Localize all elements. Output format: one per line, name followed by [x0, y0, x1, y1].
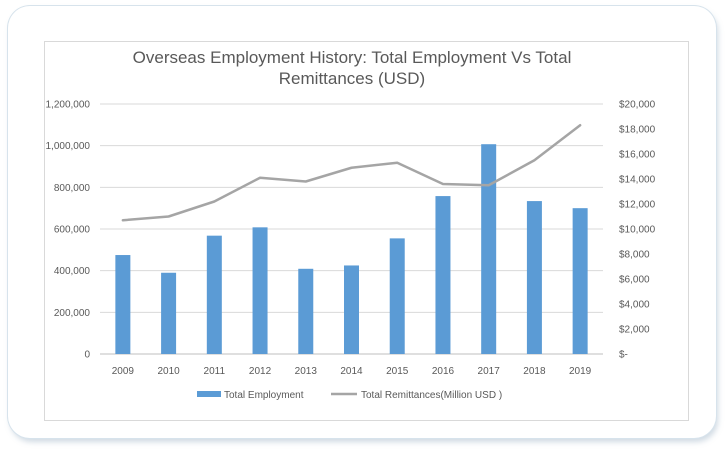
- line-total-remittances: [121, 124, 582, 222]
- legend-label-total-remittances: Total Remittances(Million USD ): [361, 390, 502, 401]
- left-axis-tick-label: 200,000: [54, 308, 91, 319]
- bar-total-employment: [572, 208, 588, 354]
- x-axis-tick-label: 2015: [386, 366, 409, 377]
- bar-total-employment: [206, 235, 222, 354]
- right-axis-tick-label: $-: [619, 350, 628, 361]
- legend: Total Employment Total Remittances(Milli…: [197, 390, 502, 401]
- legend-swatch-total-employment: [197, 391, 221, 397]
- bar-total-employment: [344, 265, 359, 354]
- bar-total-employment: [115, 255, 131, 354]
- bar-total-employment: [161, 272, 177, 354]
- right-axis-tick-label: $14,000: [619, 175, 656, 186]
- right-axis-tick-label: $12,000: [619, 200, 656, 211]
- left-axis-tick-label: 1,000,000: [46, 141, 91, 152]
- right-axis-tick-label: $2,000: [619, 325, 650, 336]
- x-axis-tick-label: 2014: [340, 366, 363, 377]
- x-axis-tick-label: 2009: [112, 366, 135, 377]
- bar-total-employment: [389, 238, 405, 354]
- bar-total-employment: [481, 144, 497, 354]
- x-axis-tick-label: 2011: [204, 366, 226, 377]
- chart-title-line-2: Remittances (USD): [279, 69, 425, 88]
- left-axis-tick-label: 0: [84, 350, 90, 361]
- x-axis-tick-label: 2010: [157, 366, 180, 377]
- bar-total-employment: [435, 196, 451, 354]
- chart-title-line-1: Overseas Employment History: Total Emplo…: [133, 48, 572, 67]
- left-axis-tick-label: 1,200,000: [46, 100, 91, 111]
- left-axis-tick-label: 800,000: [54, 183, 91, 194]
- x-axis-tick-label: 2017: [478, 366, 501, 377]
- right-axis-tick-label: $16,000: [619, 150, 656, 161]
- x-axis-tick-label: 2019: [569, 366, 592, 377]
- bar-total-employment: [252, 227, 268, 354]
- right-axis-tick-label: $18,000: [619, 125, 656, 136]
- bar-total-employment: [298, 268, 314, 354]
- x-axis-tick-label: 2016: [432, 366, 455, 377]
- bar-total-employment: [526, 201, 542, 354]
- x-axis-tick-label: 2018: [523, 366, 546, 377]
- right-axis-tick-label: $6,000: [619, 275, 650, 286]
- right-axis-tick-label: $10,000: [619, 225, 656, 236]
- x-axis-tick-label: 2012: [249, 366, 272, 377]
- left-axis-tick-label: 400,000: [54, 266, 91, 277]
- x-axis-tick-label: 2013: [295, 366, 318, 377]
- left-axis-tick-label: 600,000: [54, 225, 91, 236]
- right-axis-tick-label: $4,000: [619, 300, 650, 311]
- legend-label-total-employment: Total Employment: [224, 390, 304, 401]
- right-axis-tick-label: $20,000: [619, 100, 656, 111]
- right-axis-tick-label: $8,000: [619, 250, 650, 261]
